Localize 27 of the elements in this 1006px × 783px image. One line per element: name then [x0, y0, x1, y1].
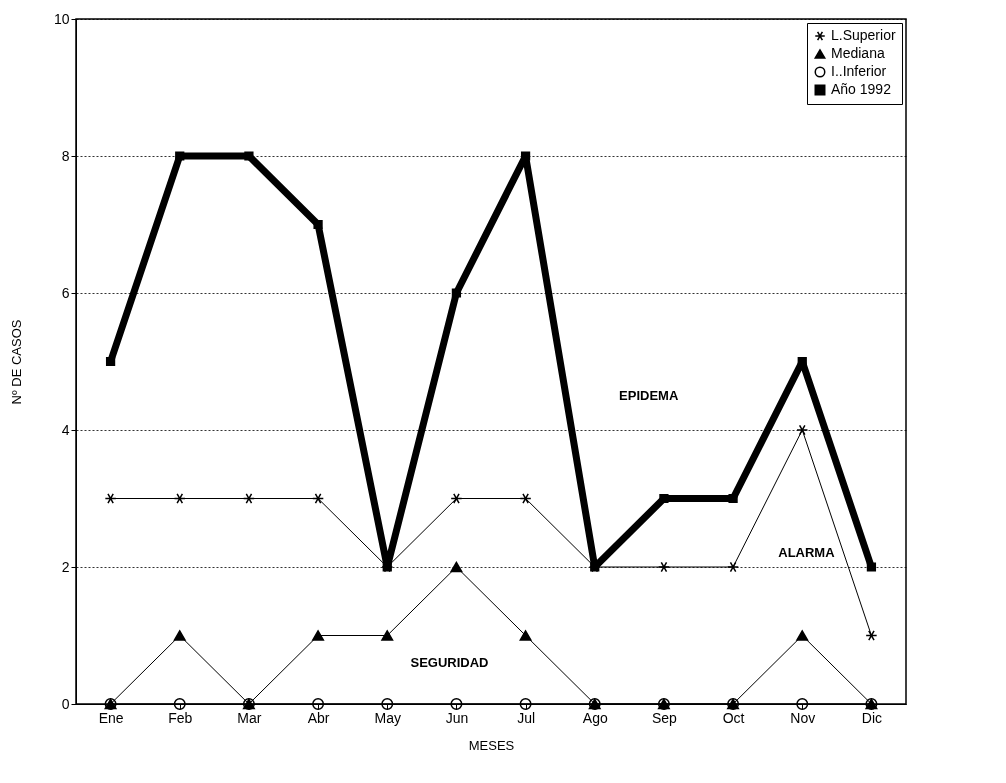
y-tick-label: 4 [61, 421, 70, 438]
legend-label: Año 1992 [831, 81, 892, 97]
y-tick-label: 8 [61, 147, 70, 164]
x-tick-label: Ene [98, 709, 124, 726]
x-tick-label: Jun [445, 709, 469, 726]
x-tick-label: Oct [722, 709, 745, 726]
x-tick-label: Sep [651, 709, 678, 726]
y-axis-title: Nº DE CASOS [8, 319, 24, 405]
annotation: ALARMA [778, 545, 836, 561]
y-tick-label: 2 [61, 558, 70, 575]
legend-label: Mediana [831, 45, 885, 61]
x-tick-label: Feb [168, 709, 193, 726]
x-tick-label: Jul [517, 709, 536, 726]
x-tick-label: Mar [237, 709, 262, 726]
legend-label: L.Superior [831, 27, 896, 43]
y-tick-label: 0 [61, 695, 70, 712]
legend-label: I..Inferior [831, 63, 887, 79]
annotation: SEGURIDAD [410, 654, 489, 670]
x-tick-label: Ago [582, 709, 608, 726]
x-tick-label: May [374, 709, 401, 726]
x-tick-label: Dic [861, 709, 883, 726]
y-tick-label: 10 [53, 10, 70, 27]
x-axis-title: MESES [468, 737, 515, 753]
annotation: EPIDEMA [619, 387, 679, 403]
y-tick-label: 6 [61, 284, 70, 301]
x-tick-label: Abr [307, 709, 330, 726]
x-tick-label: Nov [790, 709, 816, 726]
